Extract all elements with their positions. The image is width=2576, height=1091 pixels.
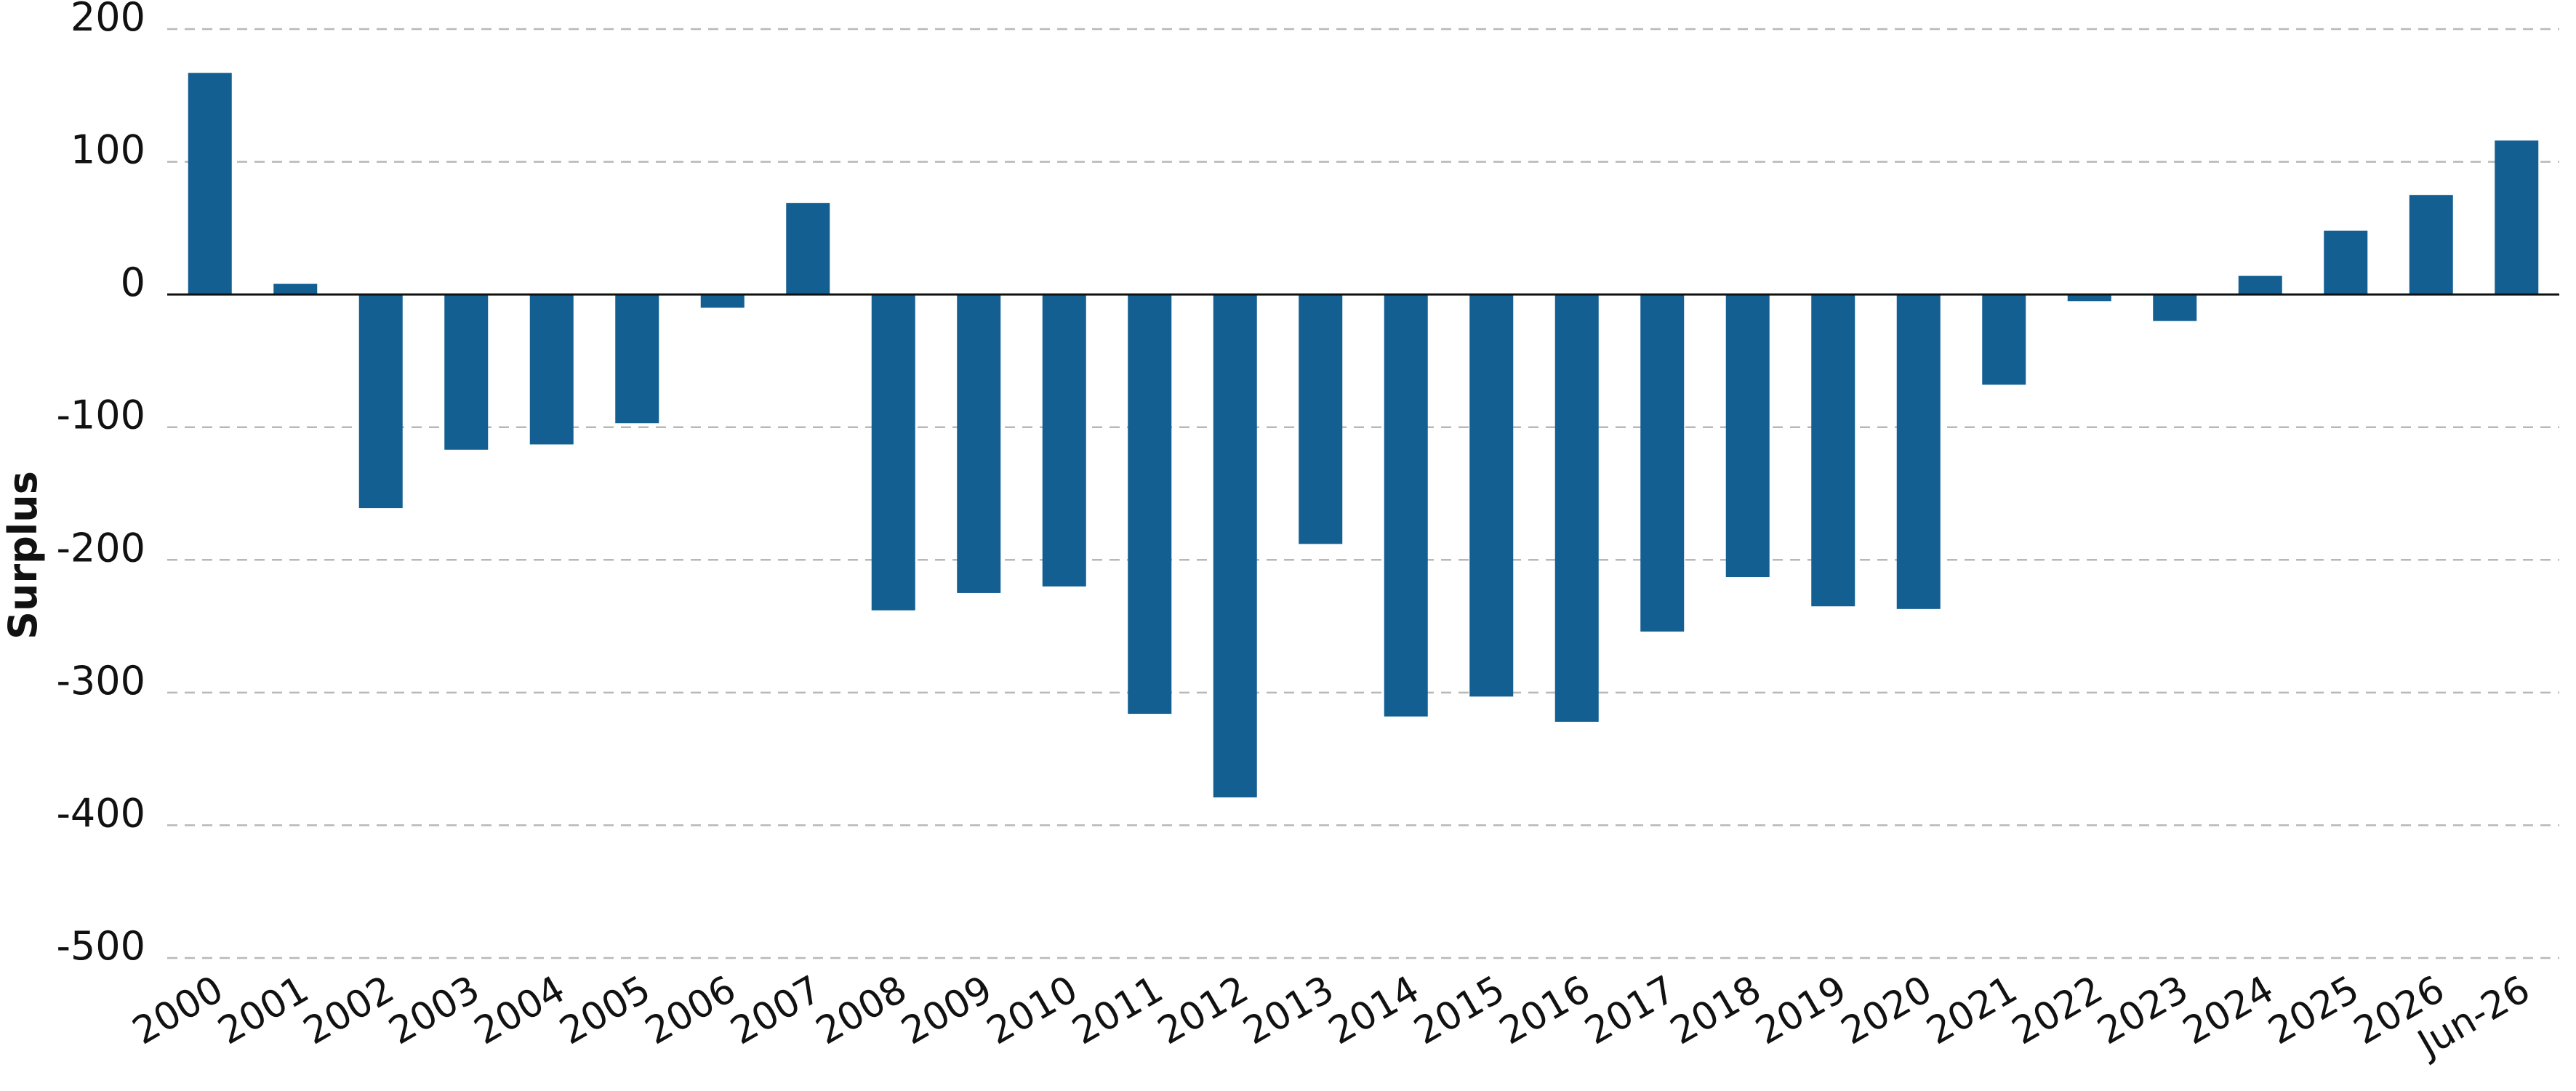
x-tick-label: 2003 bbox=[382, 967, 487, 1053]
x-tick-label: 2000 bbox=[126, 967, 231, 1053]
x-tick-label: 2002 bbox=[297, 967, 402, 1053]
bar bbox=[2409, 195, 2453, 295]
y-tick-label: -200 bbox=[56, 525, 145, 571]
bar bbox=[786, 203, 830, 295]
x-tick-label: 2019 bbox=[1749, 967, 1854, 1053]
bar bbox=[957, 294, 1001, 593]
bars bbox=[188, 73, 2539, 798]
y-tick-label: 200 bbox=[71, 0, 145, 40]
x-tick-label: 2015 bbox=[1407, 967, 1512, 1053]
bar bbox=[273, 283, 318, 295]
x-tick-label: 2013 bbox=[1236, 967, 1341, 1053]
bar bbox=[1896, 294, 1941, 609]
y-tick-label: 0 bbox=[121, 259, 145, 305]
x-tick-label: 2001 bbox=[211, 967, 316, 1053]
bar bbox=[1469, 294, 1514, 697]
bar bbox=[1554, 294, 1599, 722]
x-tick-label: 2023 bbox=[2090, 967, 2196, 1053]
x-tick-label: 2016 bbox=[1493, 967, 1598, 1053]
y-tick-label: -500 bbox=[56, 923, 145, 969]
x-tick-label: 2009 bbox=[894, 967, 1000, 1053]
bar bbox=[444, 294, 489, 450]
x-tick-label: 2024 bbox=[2176, 967, 2282, 1053]
bar bbox=[358, 294, 403, 509]
x-tick-label: 2004 bbox=[468, 967, 573, 1053]
x-tick-label: 2008 bbox=[809, 967, 915, 1053]
y-tick-label: -100 bbox=[56, 392, 145, 438]
bar bbox=[1299, 294, 1343, 544]
x-axis-ticks: 2000200120022003200420052006200720082009… bbox=[126, 967, 2537, 1067]
bar bbox=[1128, 294, 1172, 714]
bar bbox=[2495, 140, 2539, 295]
bar bbox=[1213, 294, 1257, 798]
bar bbox=[1982, 294, 2026, 385]
bar bbox=[871, 294, 915, 611]
y-tick-label: -300 bbox=[56, 658, 145, 704]
bar bbox=[615, 294, 659, 424]
x-tick-label: 2014 bbox=[1322, 967, 1427, 1053]
bar bbox=[529, 294, 574, 445]
bar bbox=[1384, 294, 1428, 717]
x-tick-label: 2007 bbox=[723, 967, 829, 1053]
bar bbox=[1042, 294, 1086, 587]
x-tick-label: 2025 bbox=[2261, 967, 2367, 1053]
bar bbox=[188, 73, 232, 295]
x-tick-label: 2005 bbox=[553, 967, 658, 1053]
x-tick-label: 2021 bbox=[1919, 967, 2025, 1053]
bar bbox=[2324, 230, 2368, 295]
x-tick-label: 2011 bbox=[1065, 967, 1171, 1053]
x-tick-label: 2012 bbox=[1151, 967, 1256, 1053]
bar bbox=[1640, 294, 1685, 632]
bar bbox=[1811, 294, 1855, 607]
bar bbox=[1725, 294, 1770, 578]
x-tick-label: 2018 bbox=[1664, 967, 1769, 1053]
y-tick-label: -400 bbox=[56, 790, 145, 836]
x-tick-label: 2017 bbox=[1578, 967, 1683, 1053]
x-tick-label: 2006 bbox=[638, 967, 744, 1053]
y-axis-ticks: 200 100 0 -100 -200 -300 -400 -500 bbox=[56, 0, 145, 969]
y-tick-label: 100 bbox=[71, 127, 145, 173]
bar bbox=[700, 294, 745, 308]
y-axis-title: Surplus bbox=[0, 471, 46, 640]
bar bbox=[2067, 294, 2111, 302]
gridlines bbox=[167, 28, 2559, 959]
x-tick-label: 2022 bbox=[2005, 967, 2111, 1053]
x-tick-label: 2010 bbox=[980, 967, 1086, 1053]
bar bbox=[2238, 275, 2282, 295]
bar bbox=[2153, 294, 2197, 321]
x-tick-label: 2020 bbox=[1834, 967, 1940, 1053]
